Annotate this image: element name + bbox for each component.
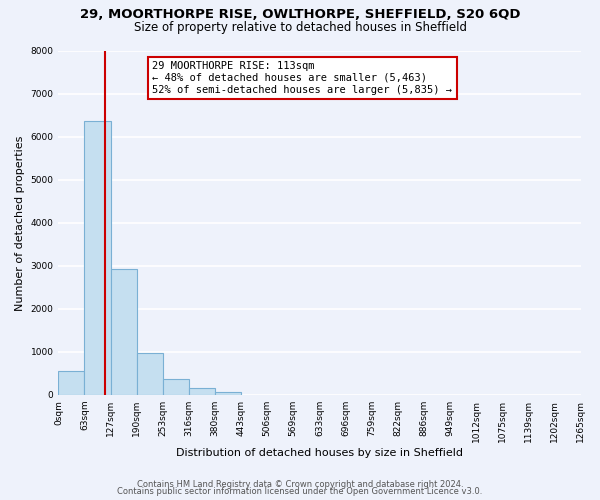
Text: Contains public sector information licensed under the Open Government Licence v3: Contains public sector information licen… (118, 487, 482, 496)
Text: 29, MOORTHORPE RISE, OWLTHORPE, SHEFFIELD, S20 6QD: 29, MOORTHORPE RISE, OWLTHORPE, SHEFFIEL… (80, 8, 520, 20)
Bar (137, 354, 163, 395)
Bar (85, 121, 111, 395)
Bar (189, 388, 215, 395)
Text: 29 MOORTHORPE RISE: 113sqm
← 48% of detached houses are smaller (5,463)
52% of s: 29 MOORTHORPE RISE: 113sqm ← 48% of deta… (152, 62, 452, 94)
Bar (215, 392, 241, 395)
Text: Size of property relative to detached houses in Sheffield: Size of property relative to detached ho… (133, 21, 467, 34)
Bar (58, 371, 85, 395)
Text: Contains HM Land Registry data © Crown copyright and database right 2024.: Contains HM Land Registry data © Crown c… (137, 480, 463, 489)
X-axis label: Distribution of detached houses by size in Sheffield: Distribution of detached houses by size … (176, 448, 463, 458)
Bar (163, 379, 189, 395)
Y-axis label: Number of detached properties: Number of detached properties (15, 136, 25, 310)
Bar (111, 270, 137, 395)
